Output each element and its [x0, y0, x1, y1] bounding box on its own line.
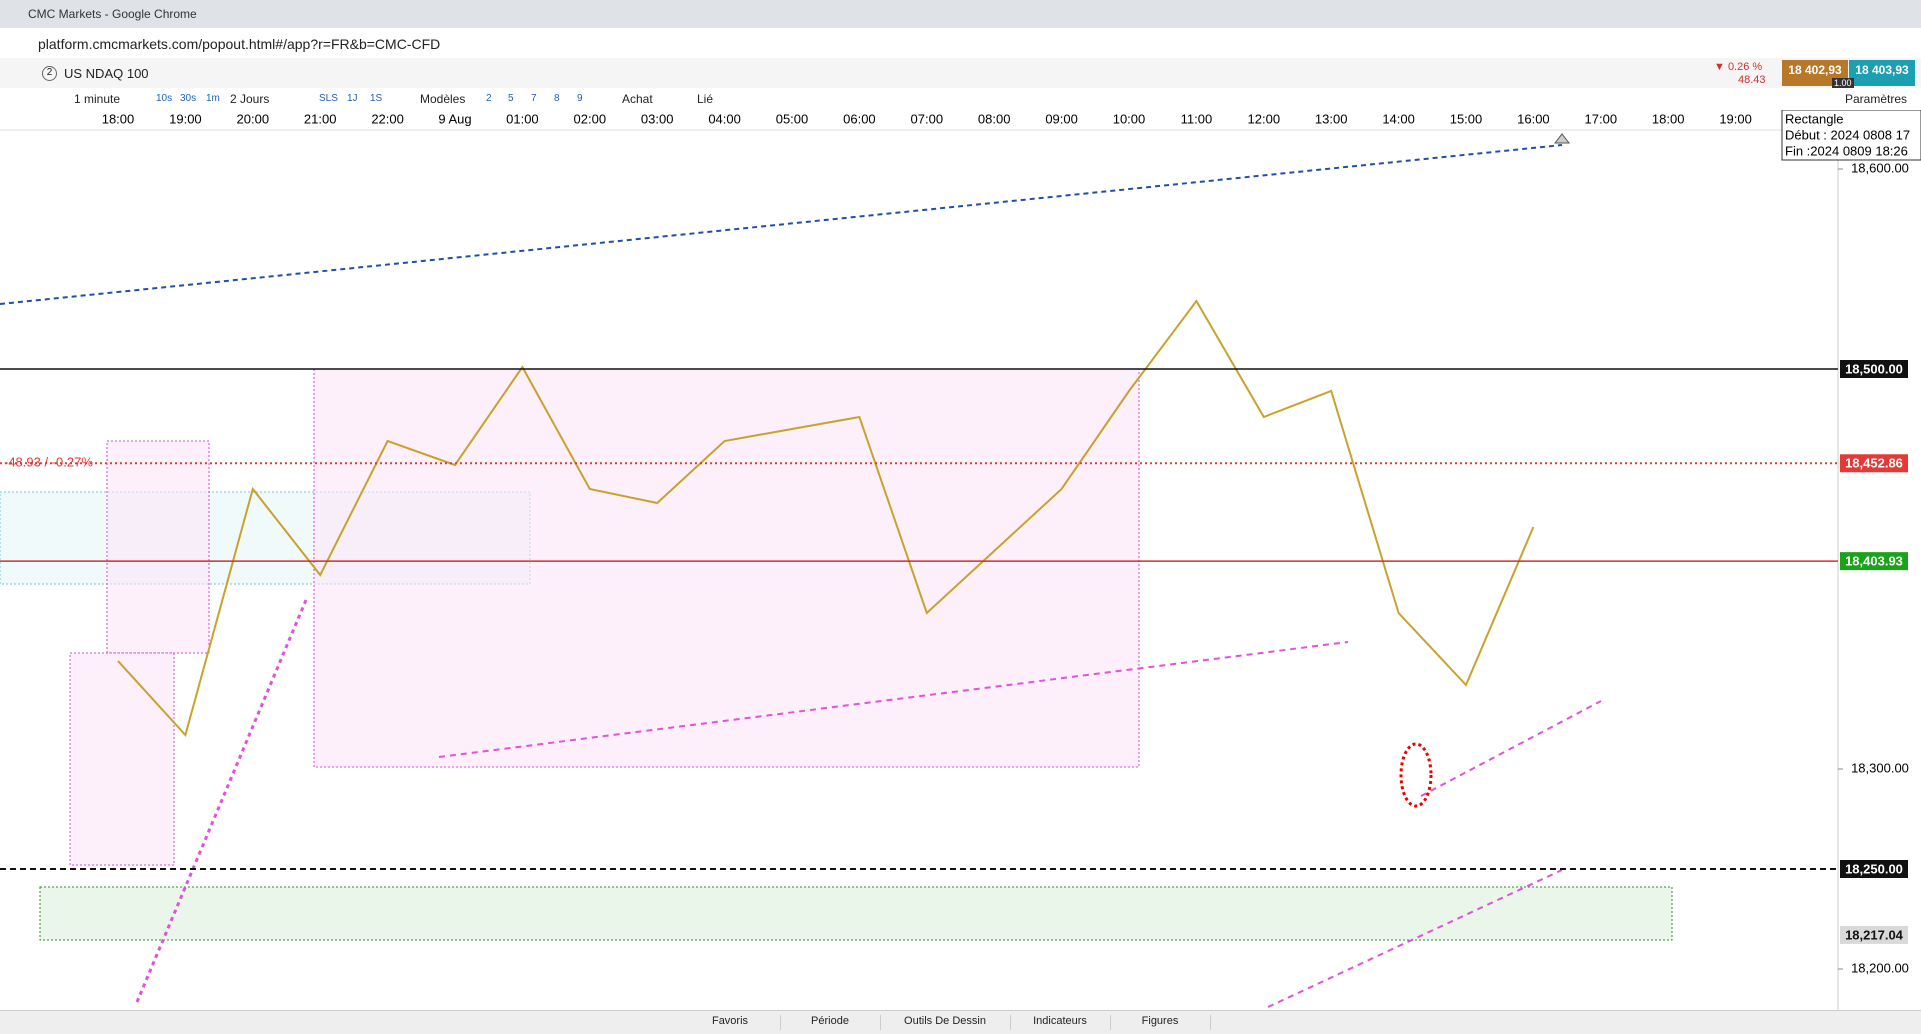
- address-bar: platform.cmcmarkets.com/popout.html#/app…: [0, 28, 1921, 59]
- period[interactable]: 2 Jours: [230, 92, 270, 106]
- tooltip-title: Rectangle: [1785, 111, 1844, 126]
- x-tick-label: 22:00: [371, 111, 404, 126]
- instrument-name[interactable]: US NDAQ 100: [64, 66, 149, 81]
- x-tick-label: 19:00: [169, 111, 202, 126]
- trend-line: [1420, 700, 1602, 797]
- x-tick-label: 12:00: [1248, 111, 1281, 126]
- x-tick-label: 16:00: [1517, 111, 1550, 126]
- interval[interactable]: 1 minute: [74, 92, 121, 106]
- bottom-bar: Favoris Période Outils De Dessin Indicateur…: [0, 1010, 1921, 1034]
- quick-30s[interactable]: 30s: [180, 93, 197, 104]
- x-tick-label: 18:00: [102, 111, 135, 126]
- x-tick-label: 18:00: [1652, 111, 1685, 126]
- y-tick-label: 18,300.00: [1851, 760, 1909, 775]
- url[interactable]: platform.cmcmarkets.com/popout.html#/app…: [38, 36, 441, 52]
- bottom-tab[interactable]: Outils De Dessin: [880, 1015, 1011, 1030]
- x-tick-label: 08:00: [978, 111, 1011, 126]
- zone: [39, 886, 1673, 941]
- x-tick-label: 14:00: [1382, 111, 1415, 126]
- y-tick-label: 18,600.00: [1851, 160, 1909, 175]
- toolbar: 1 minute 10s 30s 1m 2 Jours SLS 1J 1S Mo…: [0, 88, 1921, 111]
- templates[interactable]: Modèles: [420, 92, 466, 106]
- tab-number[interactable]: 2: [42, 66, 57, 81]
- zone: [106, 440, 210, 654]
- range-1s[interactable]: 1S: [370, 93, 383, 104]
- window-title: CMC Markets - Google Chrome: [28, 7, 197, 21]
- range-sls[interactable]: SLS: [319, 93, 338, 104]
- layout-5[interactable]: 5: [508, 93, 514, 104]
- x-tick-label: 03:00: [641, 111, 674, 126]
- trend-line: [438, 641, 1349, 758]
- level-badge: [1840, 552, 1908, 571]
- level-label: 18,452.86: [1845, 456, 1903, 471]
- highlight: [1399, 742, 1433, 808]
- level-label: 18,403.93: [1845, 554, 1903, 569]
- x-tick-label: 05:00: [776, 111, 809, 126]
- buy[interactable]: Achat: [622, 92, 653, 106]
- linked[interactable]: Lié: [697, 92, 714, 106]
- time-axis: [0, 110, 1921, 130]
- level-badge: [1840, 454, 1908, 473]
- level-badge: [1840, 925, 1908, 944]
- y-tick-label: 18,200.00: [1851, 960, 1909, 975]
- tooltip-start: Début : 2024 0808 17: [1785, 127, 1910, 142]
- level-badge: [1840, 860, 1908, 878]
- title-bar: CMC Markets - Google Chrome: [0, 0, 1921, 28]
- x-tick-label: 02:00: [574, 111, 607, 126]
- layout-8[interactable]: 8: [554, 93, 560, 104]
- level-label: 18,500.00: [1845, 361, 1903, 376]
- bottom-tab[interactable]: Figures: [1110, 1015, 1211, 1030]
- tooltip: Rectangle Début : 2024 0808 17 Fin :2024…: [1781, 110, 1921, 161]
- layout-7[interactable]: 7: [531, 93, 537, 104]
- bid[interactable]: 18 402,93: [1782, 60, 1848, 86]
- level-note: -48.93 / -0.27%: [4, 455, 93, 470]
- x-tick-label: 15:00: [1450, 111, 1483, 126]
- x-tick-label: 20:00: [237, 111, 270, 126]
- quick-1m[interactable]: 1m: [206, 93, 220, 104]
- size: 1.00: [1832, 78, 1854, 88]
- quote-box: ▼ 0.26 % 48.43 18 402,93 18 403,93 1.00: [1708, 60, 1921, 88]
- x-tick-label: 07:00: [911, 111, 944, 126]
- bottom-tab[interactable]: Période: [780, 1015, 881, 1030]
- layout-2[interactable]: 2: [486, 93, 492, 104]
- tooltip-end: Fin :2024 0809 18:26: [1785, 143, 1908, 158]
- ask[interactable]: 18 403,93: [1849, 60, 1915, 86]
- settings[interactable]: Paramètres: [1845, 92, 1908, 106]
- level-badge: [1840, 360, 1908, 378]
- x-tick-label: 21:00: [304, 111, 337, 126]
- chart: Rectangle Début : 2024 0808 17 Fin :2024…: [0, 110, 1921, 1010]
- x-tick-label: 17:00: [1585, 111, 1618, 126]
- trend-line: [0, 144, 1563, 305]
- x-tick-label: 13:00: [1315, 111, 1348, 126]
- change: 48.43: [1738, 74, 1766, 86]
- x-tick-label: 04:00: [708, 111, 741, 126]
- trend-line: [135, 599, 308, 1003]
- bottom-tab[interactable]: Indicateurs: [1010, 1015, 1111, 1030]
- marker: [1553, 133, 1571, 144]
- x-tick-label: 01:00: [506, 111, 539, 126]
- level-label: 18,217.04: [1845, 927, 1904, 942]
- quick-10s[interactable]: 10s: [156, 93, 173, 104]
- instrument-bar: 2 US NDAQ 100 ▼ 0.26 % 48.43 18 402,93 1…: [0, 58, 1921, 89]
- change-pct: ▼ 0.26 %: [1714, 61, 1763, 73]
- layout-9[interactable]: 9: [577, 93, 583, 104]
- bottom-tab[interactable]: Favoris: [680, 1015, 781, 1030]
- level-label: 18,250.00: [1845, 861, 1903, 876]
- x-tick-label: 09:00: [1045, 111, 1078, 126]
- zone: [69, 652, 175, 866]
- zone: [313, 368, 1140, 768]
- x-tick-label: 11:00: [1181, 111, 1213, 126]
- x-tick-label: 10:00: [1113, 111, 1146, 126]
- price-line: [117, 299, 1535, 738]
- range-1j[interactable]: 1J: [347, 93, 358, 104]
- x-tick-label: 9 Aug: [438, 111, 471, 126]
- x-tick-label: 06:00: [843, 111, 876, 126]
- x-tick-label: 19:00: [1719, 111, 1752, 126]
